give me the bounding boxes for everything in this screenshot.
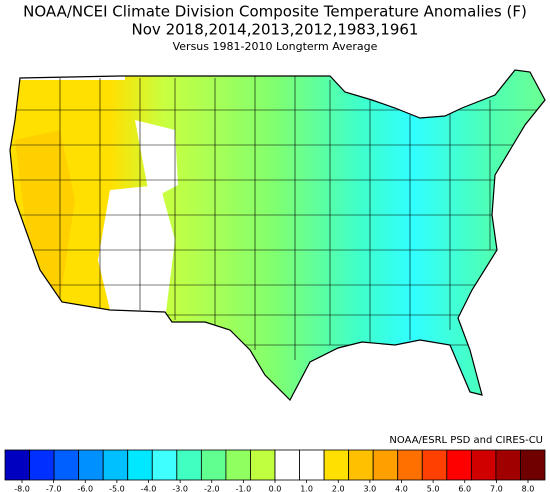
colorbar-box [470,449,497,481]
colorbar-tick-label: 6.0 [458,485,471,492]
colorbar-box [446,449,472,481]
colorbar-box [421,449,448,481]
colorbar-box [348,449,374,481]
colorbar-box [4,449,30,481]
colorbar-box [78,449,104,481]
colorbar-tick-label: -3.0 [172,485,188,492]
map [10,70,545,400]
colorbar-tick-label: 0.0 [269,485,282,492]
colorbar-box [102,449,129,481]
colorbar-tick-label: -7.0 [46,485,62,492]
credit: NOAA/ESRL PSD and CIRES-CU [389,435,543,446]
colorbar-tick-label: 1.0 [300,485,313,492]
colorbar-tick-label: -2.0 [204,485,220,492]
colorbar-tick-label: -4.0 [141,485,157,492]
division-lines [10,76,545,360]
colorbar-box [372,449,399,481]
us-outline [9,69,546,402]
title: NOAA/NCEI Climate Division Composite Tem… [23,3,527,21]
colorbar-box [53,449,80,481]
anomaly-field [10,70,545,400]
colorbar-box [200,449,227,481]
colorbar-box [397,449,423,481]
no-data-region [98,185,175,320]
colorbar-tick-label: -8.0 [14,485,30,492]
colorbar-tick-label: -1.0 [236,485,252,492]
colorbar-box [29,449,55,481]
colorbar-box [495,449,521,481]
colorbar-tick-label: 7.0 [490,485,503,492]
colorbar-box [520,449,546,481]
colorbar: -8.0 -7.0 -6.0 -5.0 -4.0 -3.0 -2.0 -1.0 0.0 1.0 2.… [4,449,546,492]
colorbar-box [225,449,251,481]
colorbar-tick-label: 5.0 [427,485,440,492]
colorbar-tick-label: 3.0 [364,485,377,492]
colorbar-tick-label: -6.0 [77,485,93,492]
colorbar-box [176,449,202,481]
colorbar-box [127,449,153,481]
colorbar-box [151,449,178,481]
colorbar-tick-label: 2.0 [332,485,345,492]
note: Versus 1981-2010 Longterm Average [173,40,378,53]
colorbar-box [250,449,276,481]
colorbar-tick-label: 4.0 [395,485,408,492]
colorbar-box [299,449,325,481]
colorbar-tick-label: 8.0 [522,485,535,492]
colorbar-box [323,449,350,481]
subtitle: Nov 2018,2014,2013,2012,1983,1961 [132,21,419,39]
colorbar-box [274,449,300,481]
colorbar-tick-label: -5.0 [109,485,125,492]
